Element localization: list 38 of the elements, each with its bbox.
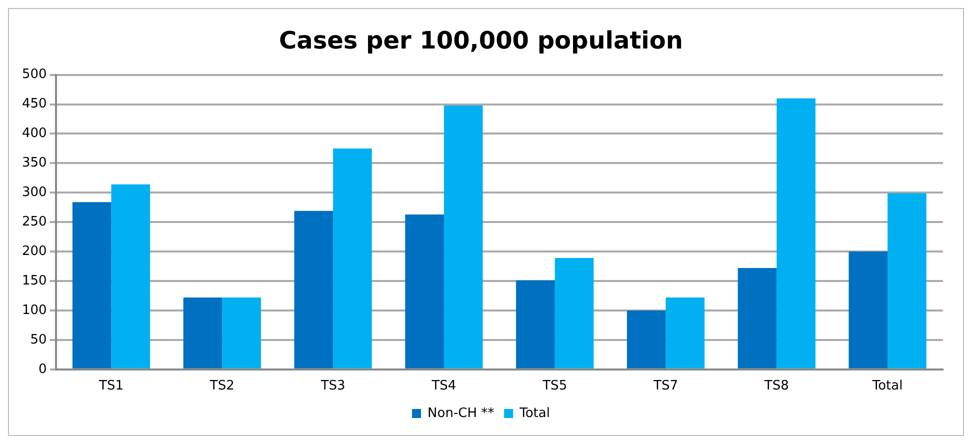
y-tick-label: 200 bbox=[22, 244, 47, 259]
y-tick-label: 100 bbox=[22, 302, 47, 318]
y-tick-label: 350 bbox=[22, 156, 47, 171]
x-tick-label: TS7 bbox=[652, 378, 678, 394]
bar bbox=[516, 280, 555, 368]
bar bbox=[776, 98, 816, 368]
y-tick-label: 250 bbox=[22, 214, 47, 230]
y-tick-label: 400 bbox=[22, 126, 47, 142]
x-tick-label: Total bbox=[871, 378, 903, 394]
bar bbox=[111, 184, 150, 368]
bar bbox=[405, 214, 444, 368]
bar bbox=[333, 148, 372, 368]
bar bbox=[183, 298, 222, 368]
x-tick-label: TS3 bbox=[320, 378, 346, 394]
bar bbox=[848, 252, 888, 368]
y-tick-label: 450 bbox=[22, 96, 47, 112]
bar bbox=[444, 105, 483, 368]
bar bbox=[626, 310, 666, 368]
bar bbox=[888, 193, 926, 368]
chart-title: Cases per 100,000 population bbox=[279, 26, 683, 55]
y-tick-label: 500 bbox=[22, 67, 47, 82]
bar bbox=[554, 258, 594, 368]
x-tick-label: TS1 bbox=[98, 378, 124, 394]
bar bbox=[738, 268, 777, 368]
x-tick-label: TS4 bbox=[430, 378, 456, 394]
x-tick-label: TS5 bbox=[542, 378, 568, 394]
bar bbox=[666, 298, 705, 368]
bar bbox=[72, 202, 112, 368]
x-tick-label: TS8 bbox=[763, 378, 789, 394]
bar bbox=[294, 210, 334, 368]
x-tick-label: TS2 bbox=[208, 378, 234, 394]
y-tick-label: 0 bbox=[38, 362, 47, 377]
y-tick-label: 150 bbox=[22, 273, 47, 288]
legend-label: Non-CH ** bbox=[428, 406, 495, 421]
y-tick-label: 50 bbox=[30, 332, 47, 348]
legend-label: Total bbox=[518, 406, 550, 421]
bar bbox=[222, 298, 261, 368]
y-tick-label: 300 bbox=[22, 185, 47, 200]
